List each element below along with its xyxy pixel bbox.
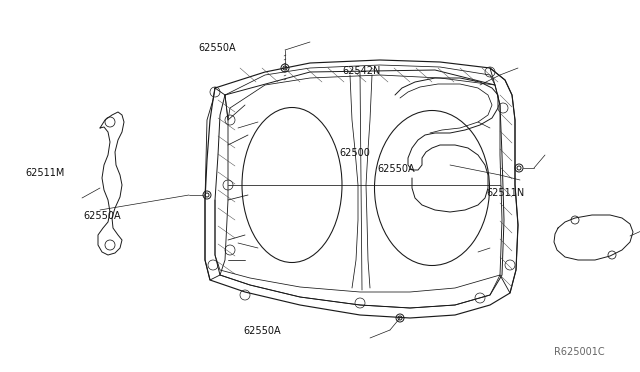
Text: 62511M: 62511M: [26, 168, 65, 178]
Text: 62550A: 62550A: [83, 211, 121, 221]
Text: 62550A: 62550A: [198, 44, 236, 53]
Text: 62550A: 62550A: [378, 164, 415, 174]
Text: 62500: 62500: [339, 148, 370, 157]
Text: 62550A: 62550A: [243, 326, 281, 336]
Text: R625001C: R625001C: [554, 347, 604, 356]
Text: 62542N: 62542N: [342, 66, 381, 76]
Text: 62511N: 62511N: [486, 189, 525, 198]
